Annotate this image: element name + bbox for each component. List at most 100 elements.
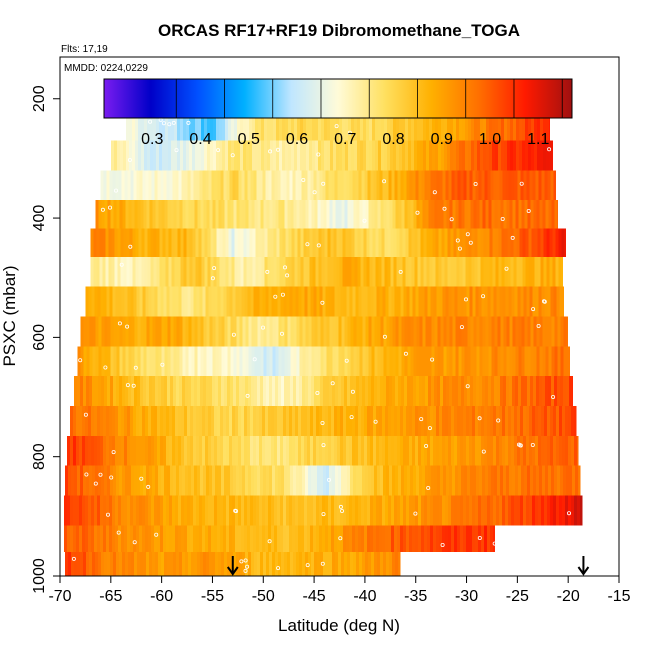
heatmap-cell [218,316,222,347]
heatmap-cell [480,110,484,141]
sample-point [212,266,217,271]
heatmap-cell [346,495,350,526]
heatmap-cell [191,346,195,377]
heatmap-cell [227,465,231,496]
heatmap-cell [235,170,239,201]
heatmap-cell [286,170,290,201]
heatmap-cell [527,376,531,406]
heatmap-cell [334,286,338,317]
heatmap-cell [331,170,335,201]
heatmap-cell [289,495,293,526]
heatmap-cell [413,200,417,229]
heatmap-cell [209,376,213,406]
heatmap-cell [388,435,392,466]
heatmap-cell [395,465,399,496]
heatmap-cell [89,465,93,496]
heatmap-cell [542,465,546,496]
heatmap-cell [461,200,465,229]
heatmap-cell [134,552,138,576]
heatmap-cell [254,376,258,406]
heatmap-cell [210,110,214,141]
heatmap-cell [562,406,566,436]
heatmap-cell [519,256,523,287]
heatmap-cell [137,316,141,347]
sample-point [252,357,257,362]
heatmap-cell [74,552,78,576]
heatmap-cell [104,552,108,576]
heatmap-cell [345,228,349,257]
heatmap-cell [320,346,324,377]
heatmap-cell [187,495,191,526]
heatmap-cell [280,170,284,201]
heatmap-cell [398,552,401,576]
heatmap-cell [178,495,182,526]
heatmap-cell [349,406,353,436]
heatmap-cell [409,495,413,526]
heatmap-cell [65,465,69,496]
sample-point [148,119,153,124]
heatmap-cell [349,435,353,466]
heatmap-cell [283,286,287,317]
heatmap-cell [166,170,170,201]
heatmap-cell [116,552,120,576]
heatmap-cell [64,495,68,526]
heatmap-cell [206,316,210,347]
heatmap-cell [284,346,288,377]
sample-point [100,207,105,212]
heatmap-cell [257,346,261,377]
heatmap-cell [199,170,203,201]
heatmap-cell [499,435,503,466]
heatmap-cell [386,465,390,496]
heatmap-cell [290,552,294,576]
heatmap-cell [357,110,361,141]
heatmap-cell [436,435,440,466]
heatmap-cell [545,140,549,171]
heatmap-cell [457,170,461,201]
heatmap-cell [280,406,284,436]
heatmap-cell [506,346,510,377]
heatmap-cell [534,110,538,141]
heatmap-cell [452,140,456,171]
heatmap-cell [342,228,346,257]
heatmap-cell [421,495,425,526]
heatmap-cell [320,376,324,406]
heatmap-cell [103,286,107,317]
heatmap-cell [472,286,476,317]
heatmap-cell [536,140,540,171]
heatmap-cell [203,552,207,576]
heatmap-cell [73,406,77,436]
heatmap-cell [93,256,97,287]
colorbar-tick-label: 1.1 [527,131,549,148]
heatmap-cell [302,376,306,406]
heatmap-cell [401,140,405,171]
heatmap-cell [515,376,519,406]
heatmap-cell [279,256,283,287]
heatmap-cell [147,256,151,287]
heatmap-cell [428,376,432,406]
heatmap-cell [124,495,128,526]
heatmap-cell [101,316,105,347]
heatmap-cell [254,316,258,347]
heatmap-cell [377,552,381,576]
sample-point [245,393,250,398]
heatmap-cell [276,110,280,141]
heatmap-cell [460,435,464,466]
heatmap-cell [88,406,92,436]
heatmap-cell [211,525,215,553]
heatmap-cell [121,435,125,466]
heatmap-cell [574,435,578,466]
sample-point [243,558,248,563]
heatmap-cell [133,495,137,526]
heatmap-cell [85,406,89,436]
heatmap-cell [377,316,381,347]
heatmap-cell [379,406,383,436]
heatmap-cell [533,140,537,171]
heatmap-cell [330,256,334,287]
heatmap-cell [176,376,180,406]
heatmap-cell [131,376,135,406]
heatmap-cell [158,465,162,496]
heatmap-cell [352,406,356,436]
heatmap-cell [225,110,229,141]
heatmap-cell [473,346,477,377]
heatmap-cell [294,228,298,257]
